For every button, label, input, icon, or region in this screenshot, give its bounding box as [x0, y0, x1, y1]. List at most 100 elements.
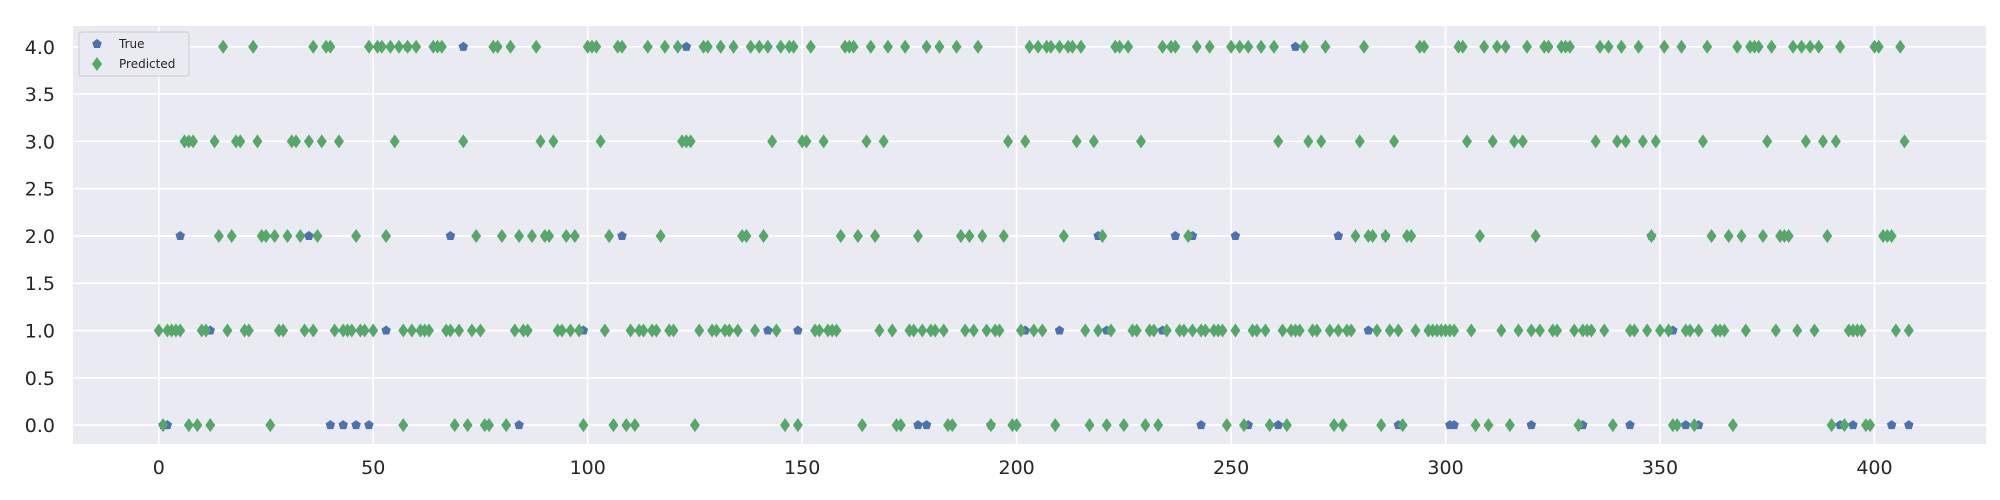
predicted-point: [1856, 323, 1867, 338]
predicted-point: [235, 134, 246, 149]
predicted-point: [1697, 134, 1708, 149]
predicted-point: [213, 228, 224, 243]
predicted-point: [1762, 134, 1773, 149]
predicted-point: [385, 39, 396, 54]
predicted-point: [1723, 228, 1734, 243]
predicted-point: [445, 323, 456, 338]
predicted-point: [1058, 228, 1069, 243]
predicted-point: [1376, 418, 1387, 433]
y-tick-label: 3.5: [25, 84, 55, 106]
predicted-point: [153, 323, 164, 338]
predicted-point: [1620, 134, 1631, 149]
predicted-point: [1603, 39, 1614, 54]
predicted-point: [1045, 39, 1056, 54]
predicted-point: [1337, 418, 1348, 433]
true-point: [325, 420, 336, 430]
predicted-point: [1097, 228, 1108, 243]
predicted-point: [1187, 323, 1198, 338]
predicted-point: [908, 323, 919, 338]
predicted-point: [955, 228, 966, 243]
predicted-point: [192, 418, 203, 433]
predicted-point: [1586, 323, 1597, 338]
true-point: [763, 325, 773, 335]
predicted-point: [531, 39, 542, 54]
predicted-point: [848, 39, 859, 54]
predicted-point: [1719, 323, 1730, 338]
predicted-point: [900, 39, 911, 54]
predicted-point: [1496, 323, 1507, 338]
predicted-point: [1136, 134, 1147, 149]
predicted-point: [1792, 323, 1803, 338]
predicted-point: [1890, 323, 1901, 338]
predicted-point: [1251, 323, 1262, 338]
true-point: [1886, 420, 1897, 430]
predicted-point: [398, 418, 409, 433]
predicted-point: [994, 323, 1005, 338]
predicted-point: [312, 228, 323, 243]
predicted-point: [711, 323, 722, 338]
predicted-point: [852, 228, 863, 243]
predicted-point: [1702, 39, 1713, 54]
predicted-point: [1333, 323, 1344, 338]
predicted-point: [1191, 39, 1202, 54]
predicted-point: [1685, 323, 1696, 338]
predicted-point: [1569, 323, 1580, 338]
true-point: [913, 420, 923, 430]
predicted-point: [393, 39, 404, 54]
predicted-point: [1449, 323, 1460, 338]
predicted-point: [1462, 134, 1473, 149]
predicted-point: [973, 39, 984, 54]
true-point: [351, 420, 361, 430]
predicted-point: [1226, 39, 1237, 54]
predicted-point: [556, 323, 567, 338]
predicted-point: [1642, 323, 1653, 338]
true-point: [304, 230, 314, 240]
predicted-point: [1183, 228, 1194, 243]
true-point: [175, 230, 185, 240]
predicted-point: [1324, 323, 1335, 338]
predicted-point: [158, 418, 169, 433]
predicted-point: [724, 323, 735, 338]
predicted-point: [732, 323, 743, 338]
predicted-point: [668, 323, 679, 338]
predicted-point: [1281, 418, 1292, 433]
predicted-point: [1474, 228, 1485, 243]
predicted-point: [248, 39, 259, 54]
predicted-point: [376, 39, 387, 54]
data-points: [153, 39, 1914, 433]
predicted-point: [205, 418, 216, 433]
predicted-point: [1727, 418, 1738, 433]
predicted-point: [1899, 134, 1910, 149]
predicted-point: [780, 418, 791, 433]
predicted-point: [1886, 228, 1897, 243]
predicted-point: [424, 323, 435, 338]
y-tick-label: 4.0: [25, 37, 55, 59]
true-point: [1230, 230, 1241, 240]
predicted-point: [346, 323, 357, 338]
predicted-point: [621, 418, 632, 433]
true-point: [1054, 325, 1065, 335]
predicted-point: [981, 323, 992, 338]
predicted-point: [291, 134, 302, 149]
predicted-point: [629, 418, 640, 433]
predicted-point: [1736, 228, 1747, 243]
predicted-point: [269, 228, 280, 243]
predicted-point: [1161, 323, 1172, 338]
predicted-point: [1822, 228, 1833, 243]
predicted-point: [325, 39, 336, 54]
true-point: [1625, 420, 1635, 430]
legend-items: True Predicted: [92, 37, 175, 71]
predicted-point: [835, 228, 846, 243]
predicted-point: [1526, 323, 1537, 338]
y-tick-label: 1.0: [25, 321, 55, 343]
x-tick-label: 350: [1642, 457, 1678, 479]
predicted-point: [1148, 323, 1159, 338]
predicted-point: [454, 323, 465, 338]
predicted-point: [316, 134, 327, 149]
predicted-point: [569, 228, 580, 243]
predicted-point: [1564, 39, 1575, 54]
predicted-point: [1732, 39, 1743, 54]
predicted-point: [1689, 418, 1700, 433]
predicted-point: [814, 323, 825, 338]
